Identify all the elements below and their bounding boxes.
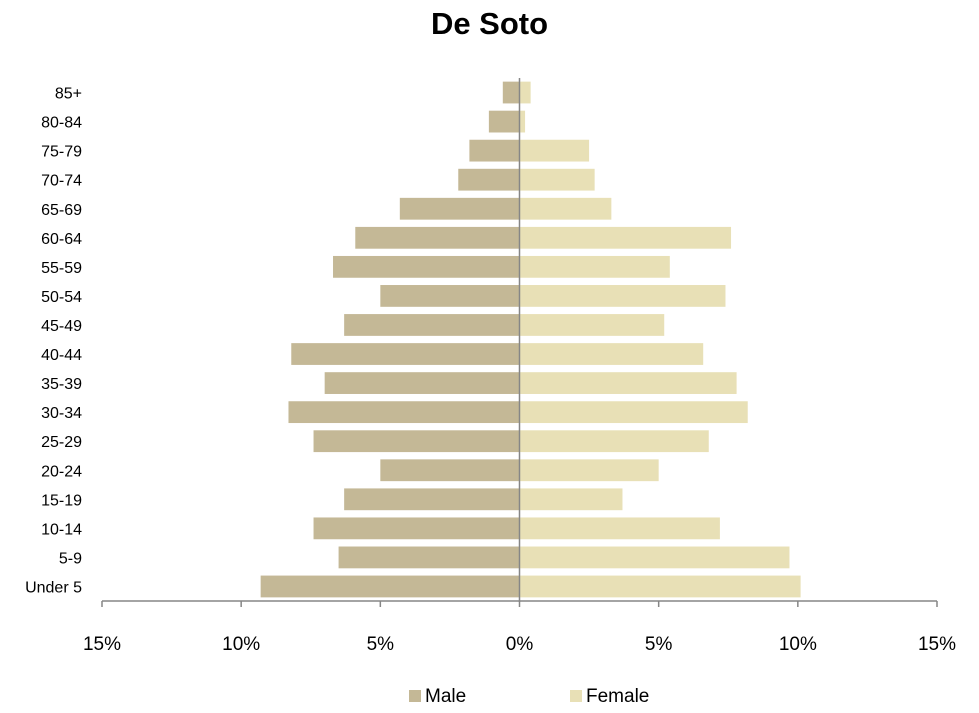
- bar-female-75-79: [519, 139, 590, 162]
- bar-male-25-29: [313, 430, 520, 453]
- y-tick-label: 60-64: [41, 231, 82, 248]
- y-tick-label: 75-79: [41, 144, 82, 161]
- bar-male-20-24: [380, 459, 520, 482]
- bar-female-30-34: [519, 401, 748, 424]
- bar-male-5-9: [338, 546, 520, 569]
- bar-female-85+: [519, 81, 531, 104]
- bar-female-25-29: [519, 430, 709, 453]
- y-tick-label: 40-44: [41, 347, 82, 364]
- bar-male-10-14: [313, 517, 520, 540]
- bar-female-55-59: [519, 255, 670, 278]
- x-tick-label: 15%: [918, 634, 956, 655]
- legend-swatch-female: [570, 690, 582, 702]
- bar-female-15-19: [519, 488, 623, 511]
- bar-female-20-24: [519, 459, 659, 482]
- bar-male-70-74: [458, 168, 520, 191]
- y-tick-label: 50-54: [41, 289, 82, 306]
- y-tick-label: 85+: [55, 86, 82, 103]
- bar-male-under-5: [260, 575, 520, 598]
- y-tick-label: 5-9: [59, 550, 82, 567]
- x-tick-label: 15%: [83, 634, 121, 655]
- bar-male-80-84: [488, 110, 520, 133]
- x-tick-label: 0%: [506, 634, 534, 655]
- y-tick-label: 65-69: [41, 202, 82, 219]
- chart-title: De Soto: [430, 6, 549, 41]
- y-tick-label: 55-59: [41, 260, 82, 277]
- bar-female-5-9: [519, 546, 790, 569]
- bar-male-35-39: [324, 372, 520, 394]
- y-tick-label: 25-29: [41, 434, 82, 451]
- bar-female-70-74: [519, 168, 595, 191]
- bar-female-80-84: [519, 110, 526, 133]
- x-tick-label: 5%: [645, 634, 673, 655]
- bar-female-65-69: [519, 197, 612, 220]
- bar-male-15-19: [344, 488, 520, 511]
- bar-female-60-64: [519, 226, 732, 249]
- x-tick-label: 10%: [222, 634, 260, 655]
- x-tick-label: 5%: [367, 634, 395, 655]
- bar-male-55-59: [333, 255, 520, 278]
- bar-female-35-39: [519, 372, 737, 394]
- bar-male-85+: [502, 81, 520, 104]
- bar-female-40-44: [519, 343, 704, 365]
- y-tick-label: 70-74: [41, 173, 82, 190]
- bar-male-65-69: [399, 197, 520, 220]
- y-tick-label: 80-84: [41, 115, 82, 132]
- bar-female-45-49: [519, 314, 665, 336]
- y-tick-label: 15-19: [41, 492, 82, 509]
- y-tick-label: 30-34: [41, 405, 82, 422]
- bar-male-60-64: [355, 226, 520, 249]
- y-tick-label: 20-24: [41, 463, 82, 480]
- y-tick-label: Under 5: [25, 579, 82, 596]
- bar-male-30-34: [288, 401, 520, 424]
- legend-label-female: Female: [586, 686, 649, 707]
- x-tick-label: 10%: [779, 634, 817, 655]
- y-tick-label: 10-14: [41, 521, 82, 538]
- bar-male-45-49: [344, 314, 520, 336]
- bar-female-10-14: [519, 517, 720, 540]
- y-tick-label: 45-49: [41, 318, 82, 335]
- y-tick-label: 35-39: [41, 376, 82, 393]
- bar-female-under-5: [519, 575, 801, 598]
- legend-label-male: Male: [425, 686, 466, 707]
- legend-swatch-male: [409, 690, 421, 702]
- bar-female-50-54: [519, 285, 726, 307]
- bar-male-50-54: [380, 285, 520, 307]
- bar-male-40-44: [291, 343, 520, 365]
- bar-male-75-79: [469, 139, 520, 162]
